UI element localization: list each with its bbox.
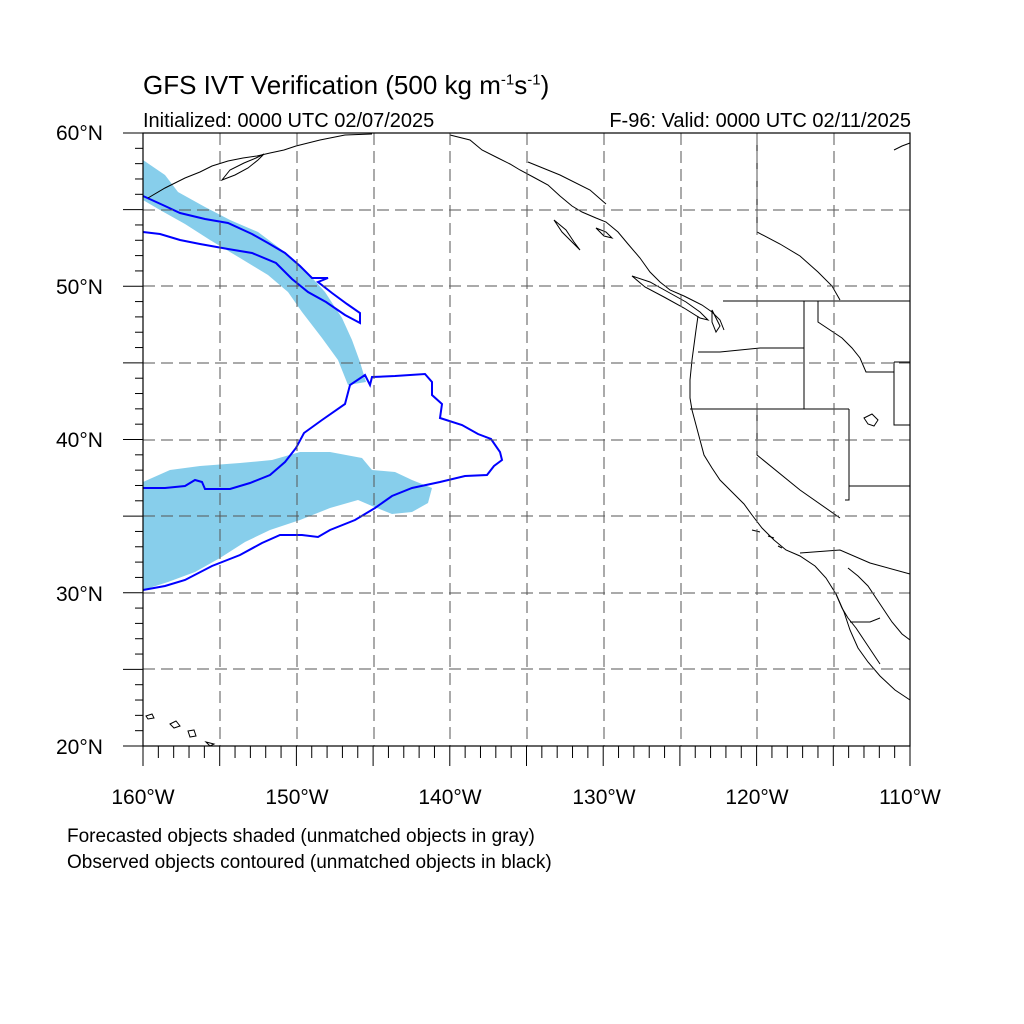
ne-corner-coast (893, 142, 911, 151)
lat-label-50: 50°N (56, 276, 103, 299)
observed-objects (142, 195, 504, 591)
nv-ut-border (845, 409, 850, 501)
puget-sound (711, 309, 721, 334)
wa-or-border (698, 347, 805, 362)
coastlines (145, 133, 911, 747)
us-west-coast (689, 315, 911, 701)
ut-border (849, 361, 910, 487)
lon-label-110w: 110°W (879, 786, 941, 809)
lat-label-40: 40°N (56, 429, 103, 452)
alaska-kodiak-island (220, 153, 265, 182)
alaska-canada-border (527, 161, 607, 205)
hawaii-islands (145, 713, 216, 747)
baja-border (850, 617, 881, 623)
alaska-panhandle-coast (449, 134, 725, 331)
lat-label-60: 60°N (56, 122, 103, 145)
forecast-objects (143, 160, 432, 590)
lon-label-120w: 120°W (725, 786, 789, 809)
forecast-object-north (143, 160, 366, 385)
graticule (143, 133, 910, 746)
vancouver-island (631, 275, 710, 321)
alaska-islands-2 (595, 227, 614, 239)
map-title: GFS IVT Verification (500 kg m-1s-1) (143, 70, 550, 100)
alaska-islands-1 (553, 219, 581, 251)
baja-california-coast (835, 593, 881, 665)
bc-alberta-border (756, 134, 841, 301)
observed-object-north (142, 195, 361, 325)
ca-nv-border (756, 409, 841, 519)
gulf-of-california-coast (847, 567, 911, 641)
valid-time: F-96: Valid: 0000 UTC 02/11/2025 (609, 110, 911, 132)
forecast-object-south (143, 452, 432, 590)
axis-ticks (123, 132, 911, 766)
caption-observed: Observed objects contoured (unmatched ob… (67, 852, 552, 873)
lon-label-160w: 160°W (111, 786, 175, 809)
initialized-time: Initialized: 0000 UTC 02/07/2025 (143, 110, 435, 132)
lat-label-30: 30°N (56, 583, 103, 606)
political-borders (527, 134, 911, 623)
alaska-peninsula-coast (147, 133, 373, 199)
lon-label-130w: 130°W (572, 786, 636, 809)
lat-label-20: 20°N (56, 736, 103, 759)
great-salt-lake (863, 413, 879, 427)
idaho-border (803, 301, 894, 409)
caption-forecast: Forecasted objects shaded (unmatched obj… (67, 826, 535, 847)
us-mexico-border (799, 549, 911, 575)
observed-object-south (142, 372, 504, 591)
channel-islands (751, 529, 783, 549)
lon-label-140w: 140°W (418, 786, 482, 809)
lon-label-150w: 150°W (265, 786, 329, 809)
